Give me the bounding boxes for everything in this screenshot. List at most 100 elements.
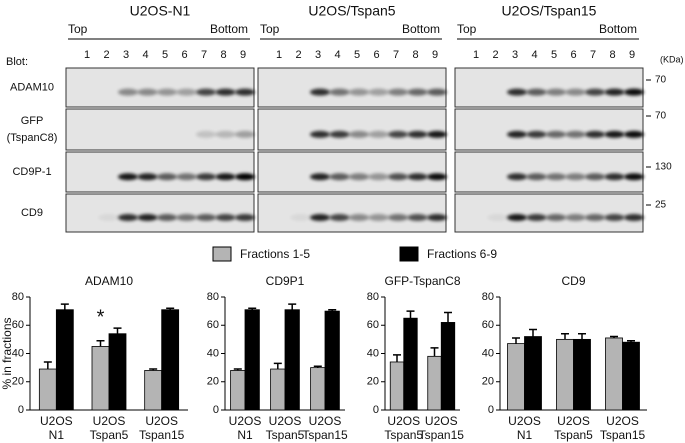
chart-title: ADAM10 — [85, 274, 133, 288]
band — [137, 88, 158, 96]
lane-number: 5 — [162, 49, 168, 61]
band — [526, 173, 547, 181]
band — [196, 173, 216, 181]
bar — [507, 343, 525, 411]
annotation: * — [97, 306, 105, 328]
column-title: U2OS-N1 — [130, 3, 191, 19]
band — [585, 173, 605, 181]
x-tick-label: N1 — [49, 428, 65, 442]
y-tick-label: 60 — [207, 319, 219, 331]
band — [526, 130, 547, 138]
y-axis-label: % in fractions — [0, 317, 14, 389]
bar — [389, 361, 405, 411]
y-tick-label: 80 — [12, 291, 24, 303]
lane-number: 6 — [181, 49, 187, 61]
lane-number: 9 — [240, 49, 246, 61]
band — [118, 214, 138, 222]
y-tick-label: 20 — [482, 376, 494, 388]
x-tick-label: U2OS — [40, 414, 73, 428]
y-tick-label: 20 — [207, 376, 219, 388]
error-bar — [149, 368, 158, 371]
bar — [38, 368, 57, 411]
legend-label: Fractions 1-5 — [240, 247, 310, 261]
x-tick-label: U2OS — [269, 414, 302, 428]
band — [624, 130, 644, 138]
column-title: U2OS/Tspan15 — [502, 3, 597, 19]
x-tick-label: U2OS — [145, 414, 178, 428]
blot-image — [257, 108, 447, 151]
error-bar — [627, 340, 635, 343]
band — [235, 173, 255, 181]
x-tick-label: U2OS — [387, 414, 420, 428]
x-tick-label: U2OS — [93, 414, 126, 428]
x-tick-label: Tspan15 — [139, 428, 185, 442]
blot-image — [257, 193, 447, 233]
bar — [55, 309, 74, 411]
x-tick-label: Tspan5 — [554, 428, 593, 442]
band — [215, 214, 236, 222]
y-tick-label: 20 — [367, 376, 379, 388]
x-tick-label: N1 — [517, 428, 533, 442]
band — [427, 214, 447, 222]
marker-label: 70 — [655, 75, 667, 86]
band — [235, 88, 255, 96]
row-label: ADAM10 — [10, 81, 54, 93]
lane-number: 6 — [570, 49, 576, 61]
band — [546, 173, 566, 181]
column-title: U2OS/Tspan5 — [308, 3, 395, 19]
lane-number: 2 — [103, 49, 109, 61]
band — [407, 173, 428, 181]
band — [310, 173, 330, 181]
blot-image — [454, 193, 644, 233]
lane-number: 4 — [531, 49, 537, 61]
band — [215, 88, 236, 96]
marker-label: 70 — [655, 111, 667, 122]
band — [565, 214, 586, 222]
error-bar — [406, 310, 415, 319]
band — [329, 214, 350, 222]
band — [407, 214, 428, 222]
lane-number: 4 — [142, 49, 148, 61]
lane-number: 3 — [512, 49, 518, 61]
x-tick-label: N1 — [237, 428, 253, 442]
band — [507, 173, 527, 181]
x-tick-label: Tspan15 — [302, 428, 348, 442]
blot-image — [65, 67, 255, 108]
legend-swatch — [399, 246, 419, 262]
blot-image — [257, 67, 447, 108]
error-bar — [166, 307, 175, 310]
error-bar — [313, 365, 322, 368]
lane-number: 7 — [393, 49, 399, 61]
bar — [403, 317, 418, 411]
lane-number: 2 — [295, 49, 301, 61]
blot-panel: U2OS-N1 Top Bottom 1 2 3 4 5 6 7 8 9 U2OS/Tspan5 Top B… — [6, 3, 684, 233]
band — [137, 173, 158, 181]
band — [427, 173, 447, 181]
band — [507, 130, 527, 138]
band — [368, 130, 389, 138]
band — [407, 88, 428, 96]
marker-label: 25 — [655, 200, 667, 211]
blot-image — [65, 108, 255, 151]
band — [604, 173, 625, 181]
band — [310, 88, 330, 96]
x-tick-label: U2OS — [229, 414, 262, 428]
band — [349, 173, 369, 181]
x-tick-label: U2OS — [425, 414, 458, 428]
blot-label: Blot: — [6, 56, 28, 68]
band — [98, 214, 119, 222]
x-tick-label: U2OS — [557, 414, 590, 428]
bar — [144, 370, 163, 411]
error-bar — [578, 332, 586, 340]
error-bar — [328, 308, 337, 312]
band — [329, 130, 350, 138]
error-bar — [60, 303, 69, 310]
blot-image — [454, 108, 644, 151]
marker-label: 130 — [655, 162, 672, 173]
bar — [230, 370, 246, 411]
band — [585, 88, 605, 96]
bar — [91, 346, 110, 411]
bar — [427, 355, 442, 411]
band — [235, 214, 255, 222]
bar — [108, 333, 127, 411]
